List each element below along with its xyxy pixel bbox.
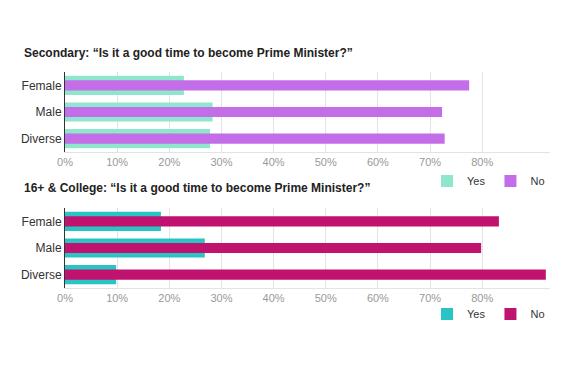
svg-text:30%: 30% xyxy=(210,292,232,304)
svg-text:50%: 50% xyxy=(315,292,337,304)
svg-text:Female: Female xyxy=(22,79,62,93)
svg-text:Female: Female xyxy=(22,215,62,229)
svg-text:80%: 80% xyxy=(471,156,493,168)
svg-text:16+ & College: “Is it a good t: 16+ & College: “Is it a good time to bec… xyxy=(24,181,370,195)
svg-text:Secondary: “Is it a good time: Secondary: “Is it a good time to become … xyxy=(24,46,353,60)
svg-text:Diverse: Diverse xyxy=(21,132,62,146)
svg-text:60%: 60% xyxy=(367,292,389,304)
svg-text:40%: 40% xyxy=(263,156,285,168)
svg-text:30%: 30% xyxy=(210,156,232,168)
svg-text:Male: Male xyxy=(36,241,62,255)
svg-text:Diverse: Diverse xyxy=(21,268,62,282)
svg-text:No: No xyxy=(530,175,544,187)
svg-text:Male: Male xyxy=(36,105,62,119)
svg-text:80%: 80% xyxy=(471,292,493,304)
svg-text:60%: 60% xyxy=(367,156,389,168)
svg-text:Yes: Yes xyxy=(467,308,485,320)
svg-text:40%: 40% xyxy=(263,292,285,304)
svg-text:70%: 70% xyxy=(419,156,441,168)
svg-text:0%: 0% xyxy=(57,156,73,168)
svg-text:70%: 70% xyxy=(419,292,441,304)
svg-text:20%: 20% xyxy=(158,156,180,168)
svg-text:Yes: Yes xyxy=(467,175,485,187)
svg-text:10%: 10% xyxy=(106,292,128,304)
svg-text:10%: 10% xyxy=(106,156,128,168)
svg-text:No: No xyxy=(530,308,544,320)
svg-text:20%: 20% xyxy=(158,292,180,304)
svg-text:50%: 50% xyxy=(315,156,337,168)
svg-text:0%: 0% xyxy=(57,292,73,304)
